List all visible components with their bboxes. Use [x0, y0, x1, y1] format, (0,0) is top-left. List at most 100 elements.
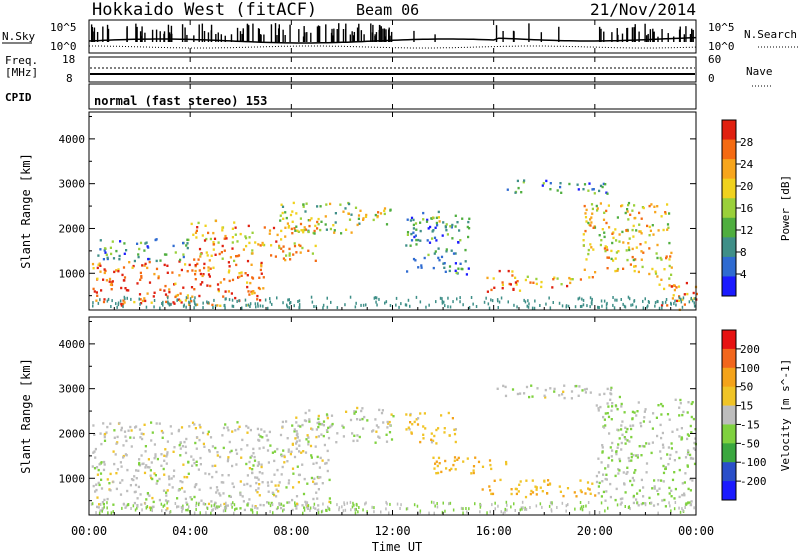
data-cell	[235, 452, 239, 455]
data-cell	[109, 422, 112, 425]
data-cell	[664, 212, 667, 215]
data-cell	[103, 298, 106, 301]
data-cell	[109, 489, 112, 492]
data-cell	[562, 494, 565, 498]
data-cell	[667, 226, 670, 229]
data-cell	[630, 303, 632, 307]
data-cell	[204, 472, 207, 475]
data-cell	[217, 289, 220, 293]
data-cell	[212, 306, 214, 309]
data-cell	[165, 494, 168, 497]
data-cell	[282, 257, 285, 260]
data-cell	[638, 223, 641, 226]
data-cell	[252, 290, 255, 293]
data-cell	[163, 459, 166, 462]
data-cell	[202, 502, 205, 506]
data-cell	[183, 490, 186, 493]
data-cell	[298, 299, 301, 303]
data-cell	[632, 424, 635, 427]
data-cell	[443, 300, 445, 304]
data-cell	[606, 412, 609, 415]
data-cell	[590, 246, 593, 249]
data-cell	[130, 445, 133, 448]
data-cell	[681, 493, 684, 497]
data-cell	[479, 505, 482, 509]
data-cell	[409, 244, 412, 247]
data-cell	[221, 229, 224, 232]
data-cell	[632, 258, 635, 262]
data-cell	[618, 395, 621, 399]
data-cell	[377, 426, 380, 429]
data-cell	[356, 434, 359, 437]
data-cell	[666, 203, 669, 206]
data-cell	[653, 487, 656, 490]
data-cell	[516, 179, 519, 183]
data-cell	[224, 509, 227, 513]
data-cell	[494, 501, 496, 505]
data-cell	[275, 495, 278, 498]
data-cell	[681, 305, 684, 309]
data-cell	[151, 431, 154, 434]
data-cell	[106, 478, 109, 481]
data-cell	[249, 302, 252, 306]
data-cell	[374, 213, 377, 217]
data-cell	[245, 424, 248, 428]
data-cell	[571, 278, 574, 281]
data-cell	[374, 441, 377, 444]
data-cell	[556, 277, 559, 280]
data-cell	[187, 461, 190, 464]
data-cell	[646, 224, 649, 228]
nsky-tick-top: 10^5	[50, 21, 77, 34]
data-cell	[103, 463, 106, 466]
data-cell	[141, 508, 143, 512]
data-cell	[576, 183, 579, 186]
data-cell	[315, 491, 318, 494]
data-cell	[388, 420, 391, 424]
data-cell	[321, 482, 324, 485]
data-cell	[659, 423, 662, 427]
data-cell	[533, 306, 536, 310]
data-cell	[406, 507, 409, 511]
data-cell	[382, 421, 385, 424]
data-cell	[450, 226, 453, 229]
data-cell	[568, 276, 571, 280]
data-cell	[160, 429, 163, 433]
data-cell	[514, 276, 517, 279]
colorbar-tick-label: 200	[740, 343, 760, 356]
data-cell	[673, 507, 676, 511]
data-cell	[282, 509, 284, 513]
data-cell	[610, 392, 613, 396]
data-cell	[313, 305, 315, 308]
data-cell	[407, 426, 410, 429]
data-cell	[357, 214, 361, 217]
data-cell	[144, 242, 147, 245]
data-cell	[237, 427, 240, 431]
data-cell	[246, 444, 249, 447]
data-cell	[384, 301, 386, 305]
data-cell	[239, 480, 242, 483]
data-cell	[228, 269, 231, 272]
data-cell	[674, 487, 677, 491]
data-cell	[210, 504, 213, 508]
data-cell	[287, 450, 290, 453]
data-cell	[246, 482, 249, 486]
data-cell	[343, 501, 345, 505]
data-cell	[328, 478, 331, 482]
data-cell	[314, 244, 317, 248]
data-cell	[620, 204, 623, 208]
data-cell	[194, 273, 197, 276]
data-cell	[515, 492, 518, 496]
data-cell	[95, 483, 98, 486]
data-cell	[632, 454, 635, 457]
data-cell	[424, 427, 427, 430]
data-cell	[199, 283, 202, 286]
data-cell	[430, 217, 433, 220]
data-cell	[102, 468, 106, 472]
data-cell	[651, 427, 654, 430]
data-cell	[242, 500, 245, 503]
data-cell	[379, 212, 383, 215]
data-cell	[322, 434, 325, 438]
data-cell	[449, 225, 452, 228]
data-cell	[645, 462, 649, 465]
data-cell	[409, 304, 411, 308]
